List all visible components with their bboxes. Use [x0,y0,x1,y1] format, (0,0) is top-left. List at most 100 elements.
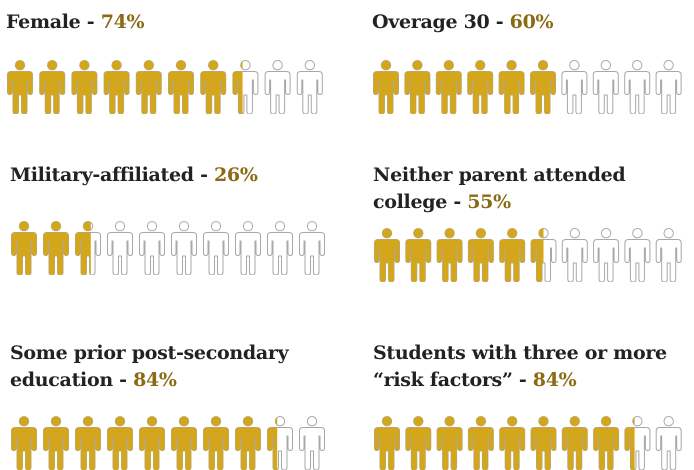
person-icon [655,228,682,282]
stat-neither-parent-attended-college: Neither parent attended college - 55% [373,163,689,282]
stat-label-line-2: education - 84% [10,368,177,393]
person-icon [299,221,325,275]
person-icon [593,416,620,470]
person-icon [593,228,620,282]
person-icon [499,228,526,282]
person-icon [168,60,194,114]
stat-label: Female - 74% [6,10,145,35]
person-icon [264,60,291,114]
person-icon [561,416,588,470]
person-icon [655,60,682,114]
person-icon [43,221,69,275]
person-icon [530,60,556,114]
stat-label-text: education [10,369,113,391]
person-icon [203,416,229,470]
separator: - [489,11,510,33]
stat-label-line-1: Students with three or more [373,341,667,366]
person-icon [267,221,293,275]
person-icon [171,221,197,275]
stat-label-text: college [373,191,448,213]
stat-label-text: Military-affiliated [10,164,194,186]
person-icon [171,416,197,470]
separator: - [80,11,101,33]
stat-percent: 74% [100,11,145,33]
person-icon [436,416,463,470]
stat-label: Military-affiliated - 26% [10,163,258,188]
stat-label-line-2: college - 55% [373,190,511,215]
person-icon [75,416,101,470]
person-icon [107,416,133,470]
stat-label-text: “risk factors” [373,369,513,391]
pictograph-icons [7,60,323,114]
stat-label-text: Some prior post-secondary [10,342,289,364]
person-icon [530,416,557,470]
person-icon [7,60,33,114]
person-icon [235,416,261,470]
person-icon [655,416,682,470]
person-icon [200,60,227,114]
person-icon [561,60,588,114]
person-icon [75,221,101,275]
person-icon [624,416,651,470]
stat-percent: 26% [214,164,258,186]
person-icon [299,416,325,470]
stat-label-text: Overage 30 [372,11,490,33]
person-icon [135,60,162,114]
stat-label-text: Students with three or more [373,342,667,364]
stat-percent: 55% [467,191,511,213]
pictograph-icons [373,60,682,114]
person-icon [71,60,98,114]
person-icon [11,416,37,470]
person-icon [592,60,619,114]
pictograph-icons [374,416,682,470]
person-icon [467,60,494,114]
person-icon [624,228,651,282]
person-icon [43,416,69,470]
separator: - [447,191,468,213]
person-icon [374,416,400,470]
person-icon [296,60,323,114]
stat-military-affiliated: Military-affiliated - 26% [10,163,340,275]
stat-percent: 60% [509,11,554,33]
pictograph-icons [11,221,325,275]
person-icon [232,60,259,114]
person-icon [139,416,165,470]
separator: - [193,164,214,186]
person-icon [624,60,651,114]
person-icon [498,60,525,114]
person-icon [374,228,400,282]
person-icon [435,60,462,114]
stat-label-text: Neither parent attended [373,164,626,186]
stat-overage-30: Overage 30 - 60% [372,10,688,114]
separator: - [112,369,134,391]
person-icon [561,228,588,282]
person-icon [203,221,229,275]
pictograph-icons [11,416,325,470]
stat-label: Overage 30 - 60% [372,10,554,35]
pictograph-icons [374,228,682,282]
person-icon [499,416,526,470]
person-icon [235,221,261,275]
stat-label-line-1: Neither parent attended [373,163,626,188]
person-icon [467,416,494,470]
stat-percent: 84% [532,369,577,391]
person-icon [107,221,133,275]
person-icon [39,60,66,114]
person-icon [467,228,494,282]
person-icon [405,228,432,282]
person-icon [11,221,37,275]
person-icon [103,60,130,114]
stat-label-line-1: Some prior post-secondary [10,341,289,366]
stat-label-text: Female [6,11,81,33]
person-icon [530,228,557,282]
person-icon [267,416,293,470]
person-icon [373,60,399,114]
stat-percent: 84% [133,369,177,391]
person-icon [405,416,432,470]
person-icon [404,60,431,114]
stat-three-or-more-risk-factors: Students with three or more “risk factor… [373,341,689,470]
separator: - [512,369,533,391]
person-icon [436,228,463,282]
person-icon [139,221,165,275]
stat-label-line-2: “risk factors” - 84% [373,368,577,393]
